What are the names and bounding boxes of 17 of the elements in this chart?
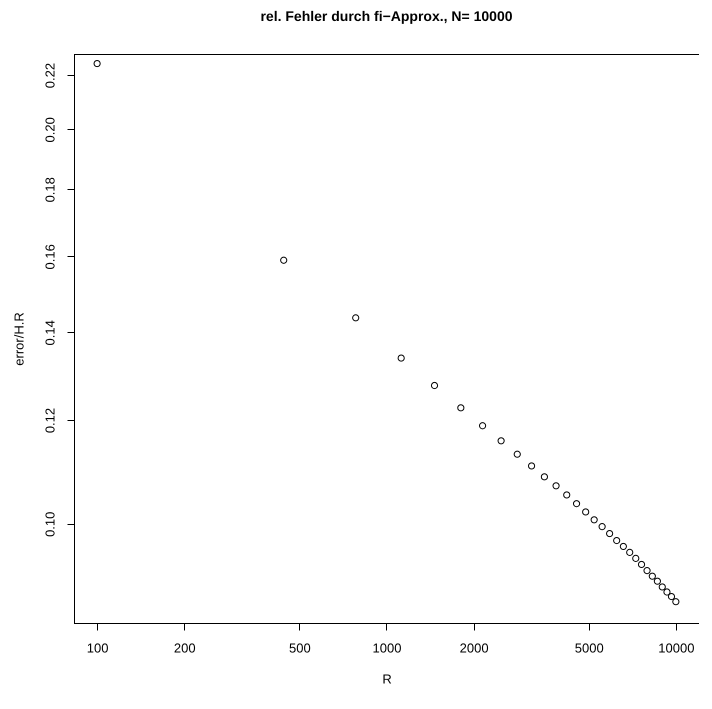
- x-tick-label: 200: [174, 640, 196, 656]
- y-tick-label: 0.12: [42, 408, 58, 434]
- x-tick-label: 100: [86, 640, 108, 656]
- y-tick-label: 0.20: [42, 117, 58, 142]
- x-tick-label: 1000: [372, 640, 402, 656]
- y-tick-label: 0.22: [42, 62, 58, 88]
- x-tick-label: 500: [289, 640, 311, 656]
- x-tick-label: 10000: [658, 640, 694, 656]
- y-tick-label: 0.18: [42, 177, 58, 202]
- x-axis-title: R: [382, 672, 392, 686]
- chart-title: rel. Fehler durch fi−Approx., N= 10000: [260, 8, 513, 24]
- y-tick-label: 0.10: [42, 512, 58, 537]
- y-tick-label: 0.14: [42, 320, 58, 346]
- x-tick-label: 5000: [574, 640, 604, 656]
- y-tick-label: 0.16: [42, 244, 58, 270]
- x-tick-label: 2000: [460, 640, 489, 656]
- y-axis-title: error/H.R: [12, 312, 26, 366]
